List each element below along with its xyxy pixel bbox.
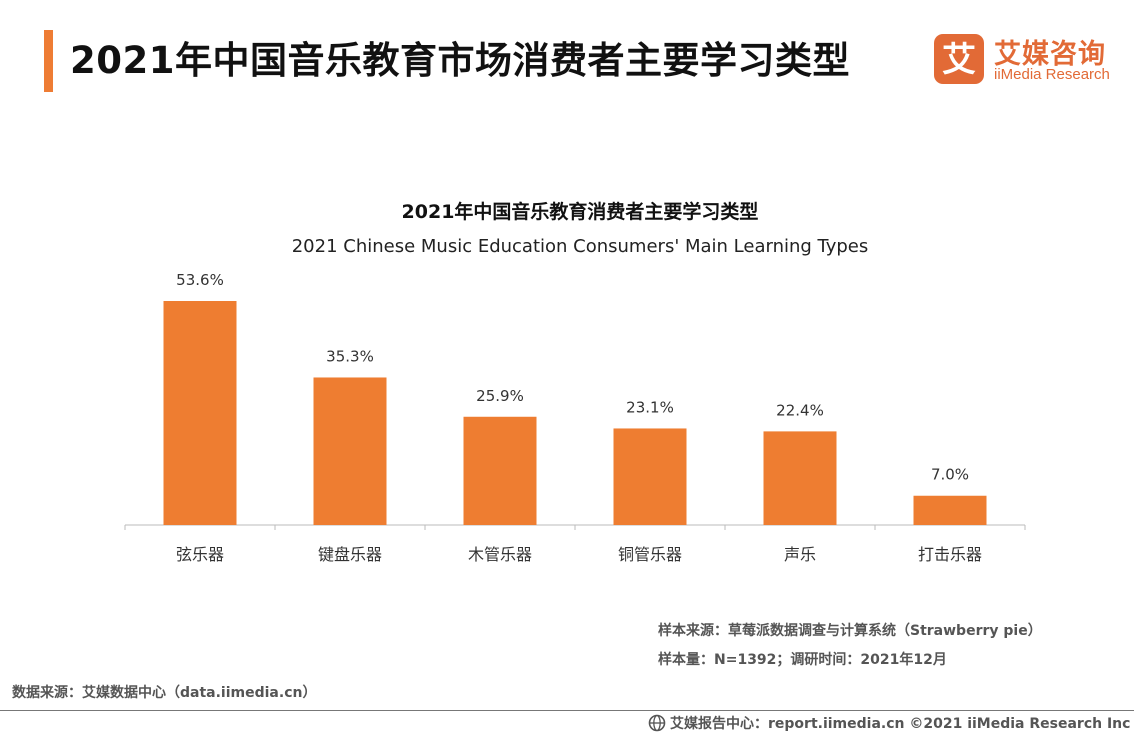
bar-value-label: 7.0% (931, 466, 969, 484)
category-label: 键盘乐器 (318, 545, 382, 564)
title-accent-bar (44, 30, 53, 92)
logo-text-cn: 艾媒咨询 (994, 39, 1106, 70)
category-label: 打击乐器 (918, 545, 982, 564)
bar-3 (613, 428, 687, 525)
bar-4 (763, 431, 837, 525)
category-label: 木管乐器 (468, 545, 532, 564)
chart-title: 2021年中国音乐教育消费者主要学习类型 (402, 200, 759, 223)
bar-value-label: 25.9% (476, 387, 524, 405)
page-title: 2021年中国音乐教育市场消费者主要学习类型 (70, 39, 850, 82)
footer: 艾媒报告中心：report.iimedia.cn ©2021 iiMedia R… (648, 713, 1130, 733)
sample-source-note: 样本来源：草莓派数据调查与计算系统（Strawberry pie） (658, 623, 1042, 639)
bar-chart: 2021年中国音乐教育消费者主要学习类型 2021 Chinese Music … (124, 200, 1026, 564)
globe-icon (648, 714, 666, 732)
iimedia-logo: 艾 艾媒咨询 iiMedia Research (934, 32, 1124, 86)
bar-0 (163, 301, 237, 525)
logo-mark-icon: 艾 (934, 34, 984, 84)
bar-value-label: 35.3% (326, 347, 374, 365)
category-label: 声乐 (784, 545, 816, 564)
chart-subtitle: 2021 Chinese Music Education Consumers' … (292, 236, 869, 257)
category-label: 铜管乐器 (618, 545, 682, 564)
bar-2 (463, 416, 537, 525)
bar-value-label: 22.4% (776, 401, 824, 419)
sample-size-note: 样本量：N=1392；调研时间：2021年12月 (658, 652, 947, 668)
bar-value-label: 53.6% (176, 271, 224, 289)
footer-divider (0, 710, 1134, 711)
bar-value-label: 23.1% (626, 398, 674, 416)
data-source-note: 数据来源：艾媒数据中心（data.iimedia.cn） (12, 685, 317, 701)
bar-1 (313, 377, 387, 525)
bar-5 (913, 495, 987, 525)
footer-text: 艾媒报告中心：report.iimedia.cn ©2021 iiMedia R… (670, 716, 1131, 732)
logo-text-en: iiMedia Research (994, 66, 1110, 83)
category-label: 弦乐器 (176, 545, 224, 564)
bars-group: 53.6% 弦乐器 35.3% 键盘乐器 25.9% 木管乐器 23.1% 铜管乐器 22.4%… (124, 271, 1026, 564)
logo-mark-char: 艾 (942, 40, 976, 80)
